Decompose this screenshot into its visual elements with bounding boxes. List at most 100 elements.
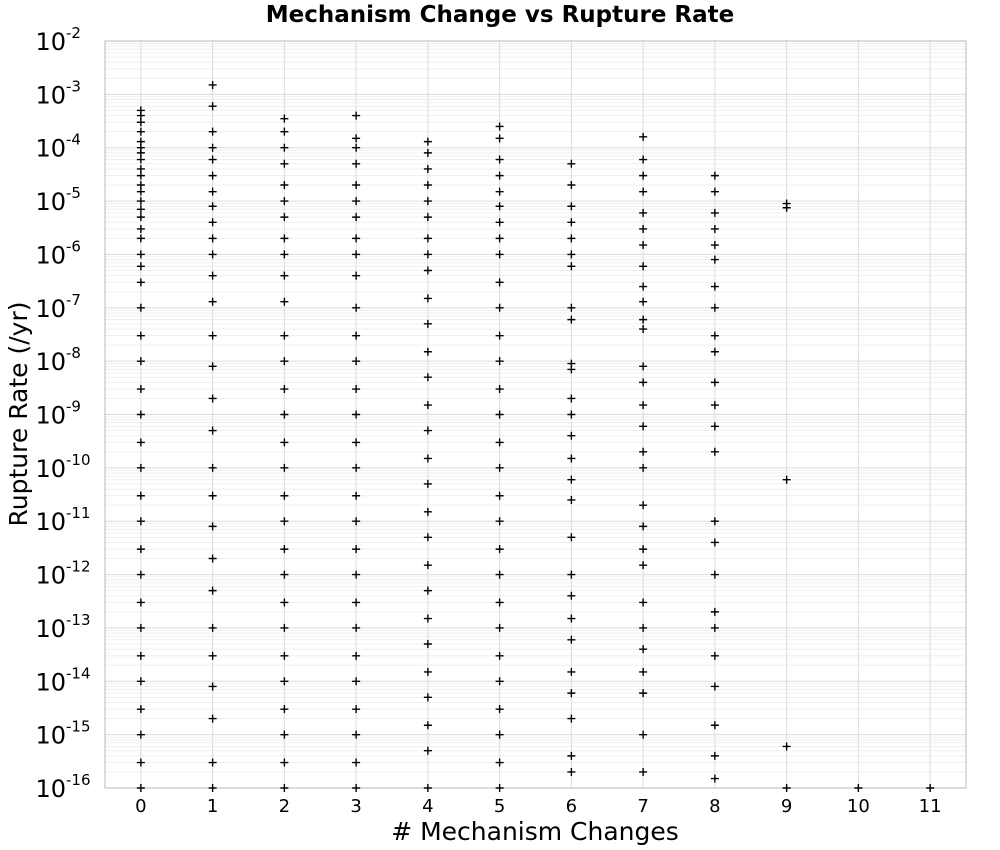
data-point bbox=[208, 102, 217, 111]
data-point bbox=[136, 213, 145, 222]
y-tick-exponent: -14 bbox=[66, 664, 91, 682]
data-point bbox=[423, 164, 432, 173]
data-point bbox=[136, 545, 145, 554]
data-point bbox=[423, 234, 432, 243]
data-point bbox=[639, 187, 648, 196]
data-point bbox=[639, 208, 648, 217]
data-point bbox=[639, 545, 648, 554]
data-point bbox=[567, 570, 576, 579]
data-point bbox=[567, 591, 576, 600]
data-point bbox=[495, 784, 504, 792]
data-point bbox=[136, 331, 145, 340]
data-point bbox=[280, 127, 289, 136]
data-point bbox=[423, 784, 432, 792]
data-point bbox=[136, 385, 145, 394]
data-point bbox=[639, 297, 648, 306]
data-point bbox=[352, 303, 361, 312]
data-point bbox=[639, 730, 648, 739]
x-tick-label: 2 bbox=[279, 796, 290, 817]
data-point bbox=[567, 365, 576, 374]
y-tick-exponent: -6 bbox=[66, 237, 81, 255]
data-point bbox=[710, 347, 719, 356]
data-point bbox=[352, 143, 361, 152]
data-point bbox=[567, 315, 576, 324]
data-point bbox=[710, 187, 719, 196]
data-point bbox=[352, 331, 361, 340]
data-point bbox=[280, 598, 289, 607]
y-axis-label: Rupture Rate (/yr) bbox=[4, 302, 33, 527]
data-point bbox=[423, 721, 432, 730]
data-point bbox=[567, 394, 576, 403]
data-point bbox=[352, 250, 361, 259]
y-tick-label: 10 bbox=[35, 615, 66, 643]
data-point bbox=[280, 677, 289, 686]
data-point bbox=[639, 315, 648, 324]
data-point bbox=[352, 570, 361, 579]
data-point bbox=[136, 303, 145, 312]
data-point bbox=[639, 241, 648, 250]
data-point bbox=[495, 623, 504, 632]
data-point bbox=[639, 645, 648, 654]
data-point bbox=[567, 181, 576, 190]
data-point bbox=[352, 438, 361, 447]
y-tick-exponent: -10 bbox=[66, 451, 91, 469]
x-tick-label: 7 bbox=[637, 796, 648, 817]
data-point bbox=[352, 234, 361, 243]
data-point bbox=[495, 171, 504, 180]
data-point bbox=[423, 401, 432, 410]
y-tick-label: 10 bbox=[35, 402, 66, 430]
data-point bbox=[208, 143, 217, 152]
data-point bbox=[136, 705, 145, 714]
data-point bbox=[423, 533, 432, 542]
data-point bbox=[280, 623, 289, 632]
data-point bbox=[495, 134, 504, 143]
data-point bbox=[639, 623, 648, 632]
data-point bbox=[352, 784, 361, 792]
y-tick-exponent: -4 bbox=[66, 131, 81, 149]
data-point bbox=[423, 266, 432, 275]
data-point bbox=[136, 438, 145, 447]
data-point bbox=[782, 475, 791, 484]
data-point bbox=[710, 570, 719, 579]
x-axis-label: # Mechanism Changes bbox=[391, 817, 679, 846]
data-point bbox=[567, 250, 576, 259]
data-point bbox=[136, 598, 145, 607]
data-point bbox=[639, 689, 648, 698]
data-point bbox=[782, 203, 791, 212]
data-point bbox=[710, 607, 719, 616]
data-point bbox=[280, 331, 289, 340]
data-point bbox=[495, 438, 504, 447]
data-point bbox=[136, 677, 145, 686]
data-point bbox=[136, 623, 145, 632]
data-point bbox=[352, 271, 361, 280]
chart-title: Mechanism Change vs Rupture Rate bbox=[266, 2, 735, 28]
data-point bbox=[639, 171, 648, 180]
data-point bbox=[423, 137, 432, 146]
data-point bbox=[208, 554, 217, 563]
x-tick-label: 1 bbox=[207, 796, 218, 817]
data-point bbox=[280, 181, 289, 190]
data-point bbox=[639, 522, 648, 531]
data-point bbox=[495, 705, 504, 714]
data-point bbox=[208, 127, 217, 136]
data-point bbox=[136, 234, 145, 243]
data-point bbox=[280, 385, 289, 394]
data-point bbox=[280, 159, 289, 168]
y-tick-label: 10 bbox=[35, 722, 66, 750]
y-tick-exponent: -8 bbox=[66, 344, 81, 362]
data-point bbox=[639, 598, 648, 607]
data-point bbox=[495, 331, 504, 340]
data-point bbox=[567, 714, 576, 723]
data-point bbox=[423, 667, 432, 676]
data-point bbox=[208, 491, 217, 500]
data-point bbox=[495, 730, 504, 739]
y-tick-exponent: -13 bbox=[66, 611, 91, 629]
data-point bbox=[495, 187, 504, 196]
data-point bbox=[352, 134, 361, 143]
data-point bbox=[136, 278, 145, 287]
data-points bbox=[136, 80, 935, 792]
data-point bbox=[639, 378, 648, 387]
data-point bbox=[280, 297, 289, 306]
data-point bbox=[495, 250, 504, 259]
y-tick-label: 10 bbox=[35, 508, 66, 536]
